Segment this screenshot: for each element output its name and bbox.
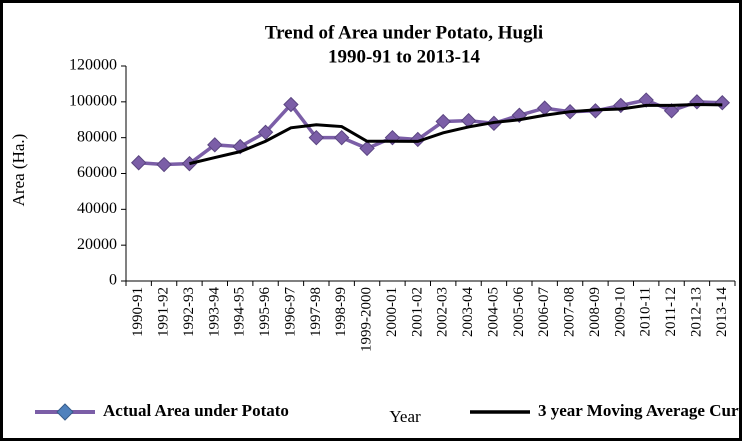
x-tick-label: 2007-08 [562, 287, 578, 337]
x-tick-label: 1998-99 [333, 287, 349, 337]
x-tick-label: 2012-13 [688, 287, 704, 337]
legend-marker [56, 403, 74, 421]
x-tick-label: 2013-14 [714, 287, 730, 337]
x-tick-label: 1992-93 [181, 287, 197, 337]
x-tick-label: 2010-11 [638, 287, 654, 336]
x-tick-label: 2006-07 [536, 287, 552, 337]
x-tick-label: 2003-04 [460, 287, 476, 337]
x-tick-label: 1991-92 [156, 287, 172, 337]
legend-label: 3 year Moving Average Curve [538, 401, 742, 420]
data-point [283, 96, 299, 113]
series-line [189, 103, 723, 166]
y-tick-label: 100000 [69, 93, 117, 110]
data-point [714, 95, 731, 111]
data-point [359, 140, 375, 157]
x-tick-label: 2000-01 [384, 287, 400, 337]
x-tick-label: 2004-05 [485, 287, 501, 337]
x-tick-label: 2005-06 [511, 287, 527, 337]
x-tick-label: 1990-91 [130, 287, 146, 337]
data-point [207, 137, 223, 153]
data-point [232, 138, 248, 155]
data-point [156, 156, 172, 173]
x-axis-title: Year [389, 407, 421, 426]
y-tick-label: 0 [109, 272, 117, 289]
data-point [435, 113, 451, 130]
data-point [257, 124, 274, 140]
y-tick-label: 60000 [77, 164, 117, 181]
x-tick-label: 2002-03 [435, 287, 451, 337]
data-point [638, 92, 654, 108]
data-point [689, 94, 705, 110]
chart-subtitle: 1990-91 to 2013-14 [328, 46, 480, 67]
x-tick-label: 1993-94 [206, 287, 222, 337]
x-tick-label: 2009-10 [612, 287, 628, 337]
y-axis-title: Area (Ha.) [9, 134, 28, 207]
y-tick-label: 120000 [69, 57, 117, 74]
chart-title: Trend of Area under Potato, Hugli [265, 22, 543, 43]
y-tick-label: 80000 [77, 128, 117, 145]
x-tick-label: 1996-97 [282, 287, 298, 337]
data-point [308, 129, 325, 146]
data-point [663, 103, 680, 119]
x-tick-label: 1999-2000 [359, 287, 375, 352]
y-tick-label: 20000 [77, 236, 117, 253]
x-tick-label: 1995-96 [257, 287, 273, 337]
data-point [130, 155, 147, 171]
x-tick-label: 2008-09 [587, 287, 603, 337]
data-point [536, 100, 553, 116]
x-tick-label: 1994-95 [232, 287, 248, 337]
x-tick-label: 2011-12 [663, 287, 679, 336]
x-tick-label: 1997-98 [308, 287, 324, 337]
y-tick-label: 40000 [77, 200, 117, 217]
data-point [333, 129, 350, 146]
data-point [410, 131, 426, 148]
legend-label: Actual Area under Potato [103, 401, 289, 420]
x-tick-label: 2001-02 [409, 287, 425, 337]
